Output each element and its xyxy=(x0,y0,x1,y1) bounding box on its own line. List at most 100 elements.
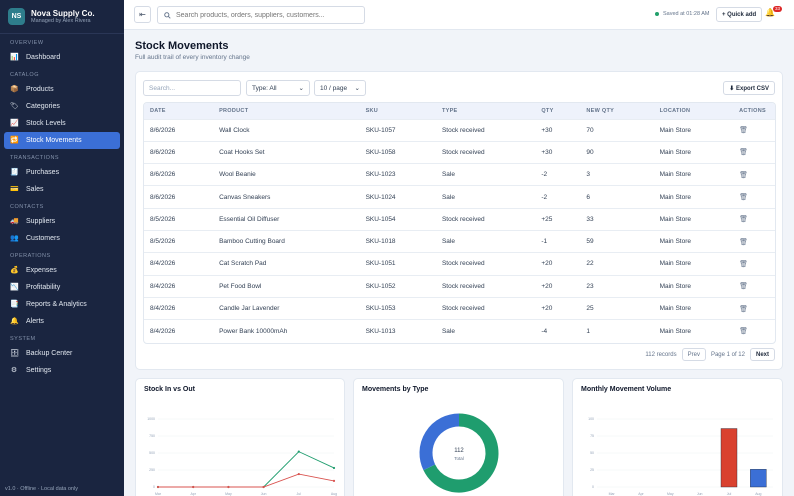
table-cell: +20 xyxy=(535,274,581,298)
nav-section-label: Transactions xyxy=(10,155,60,161)
brand-name: Nova Supply Co. xyxy=(31,8,95,18)
global-search-input[interactable] xyxy=(176,11,356,19)
table-cell: SKU-1053 xyxy=(359,296,436,320)
table-cell: -2 xyxy=(535,163,581,186)
tag-icon: 🏷 xyxy=(10,102,19,110)
status-dot xyxy=(655,12,659,16)
data-point-out xyxy=(156,485,160,489)
next-page-button[interactable]: Next xyxy=(749,348,775,361)
table-cell: +30 xyxy=(535,140,581,164)
search-icon xyxy=(164,11,171,19)
table-cell: Stock received xyxy=(435,252,536,276)
delete-trash-icon[interactable]: 🗑 xyxy=(739,260,748,268)
table-cell: SKU-1023 xyxy=(359,163,436,186)
sidebar-item-label: Stock Levels xyxy=(26,120,66,127)
x-tick-label: May xyxy=(667,492,674,496)
sidebar-item-reports-analytics[interactable]: 📑 Reports & Analytics xyxy=(4,296,120,313)
sidebar-item-profitability[interactable]: 📉 Profitability xyxy=(4,279,120,296)
y-tick-label: 1000 xyxy=(147,417,155,421)
table-cell: Power Bank 10000mAh xyxy=(213,319,360,342)
nav-section-label: System xyxy=(10,336,36,342)
sidebar-item-products[interactable]: 📦 Products xyxy=(4,81,120,98)
column-header-type: TYPE xyxy=(435,103,536,119)
table-cell: Coat Hooks Set xyxy=(213,140,360,164)
delete-trash-icon[interactable]: 🗑 xyxy=(739,238,748,246)
export-csv-button[interactable]: ⬇ Export CSV xyxy=(723,81,775,95)
data-point-out xyxy=(332,479,336,482)
table-cell: Pet Food Bowl xyxy=(213,274,360,298)
sidebar-item-label: Categories xyxy=(26,103,60,110)
x-tick-label: Jun xyxy=(261,492,267,496)
table-cell: Sale xyxy=(435,229,536,253)
sidebar-item-label: Sales xyxy=(26,186,44,193)
x-tick-label: Mar xyxy=(155,492,162,496)
delete-trash-icon[interactable]: 🗑 xyxy=(739,149,748,157)
delete-trash-icon[interactable]: 🗑 xyxy=(739,283,748,291)
chevron-down-icon: ⌄ xyxy=(354,85,360,92)
quick-add-button[interactable]: + Quick add xyxy=(716,7,763,22)
sidebar-item-label: Dashboard xyxy=(26,54,61,61)
sidebar-item-stock-movements[interactable]: 🔁 Stock Movements xyxy=(4,132,120,149)
sidebar-item-suppliers[interactable]: 🚚 Suppliers xyxy=(4,213,120,230)
data-point-out xyxy=(297,472,300,476)
table-row: 8/6/2026 Coat Hooks Set SKU-1058 Stock rece… xyxy=(144,140,775,164)
sidebar-item-stock-levels[interactable]: 📈 Stock Levels xyxy=(4,115,120,132)
table-cell: 8/4/2026 xyxy=(144,274,214,298)
y-tick-label: 750 xyxy=(149,434,155,438)
sidebar-item-backup-center[interactable]: 🗄 Backup Center xyxy=(4,345,120,362)
report-icon: 📑 xyxy=(10,300,19,308)
actions-cell: 🗑 xyxy=(733,118,775,142)
delete-trash-icon[interactable]: 🗑 xyxy=(739,194,748,202)
table-search-input[interactable]: Search... xyxy=(143,80,241,96)
sidebar-item-expenses[interactable]: 💰 Expenses xyxy=(4,262,120,279)
table-cell: +30 xyxy=(535,118,581,142)
page-size-select[interactable]: 10 / page ⌄ xyxy=(314,80,366,96)
table-cell: Wool Beanie xyxy=(213,163,360,186)
prev-page-button[interactable]: Prev xyxy=(681,348,706,361)
table-cell: Main Store xyxy=(653,229,734,253)
sidebar-item-label: Expenses xyxy=(26,267,57,274)
table-row: 8/6/2026 Canvas Sneakers SKU-1024 Sale -2 6 Ma… xyxy=(144,185,775,209)
box-icon: 📦 xyxy=(10,85,19,93)
x-tick-label: Jun xyxy=(697,492,703,496)
delete-trash-icon[interactable]: 🗑 xyxy=(739,127,748,135)
sidebar-item-dashboard[interactable]: 📊 Dashboard xyxy=(4,49,120,66)
type-filter-select[interactable]: Type: All ⌄ xyxy=(246,80,310,96)
collapse-sidebar-button[interactable]: ⇤ xyxy=(134,6,151,23)
table-cell: Stock received xyxy=(435,296,536,320)
chart-line-icon: 📈 xyxy=(10,119,19,127)
sidebar-item-alerts[interactable]: 🔔 Alerts xyxy=(4,313,120,330)
delete-trash-icon[interactable]: 🗑 xyxy=(739,305,748,313)
y-tick-label: 100 xyxy=(588,417,594,421)
page-subtitle: Full audit trail of every inventory chan… xyxy=(135,54,250,61)
x-tick-label: Aug xyxy=(331,492,337,496)
notifications-bell-icon[interactable]: 🔔 xyxy=(765,8,775,17)
table-cell: 22 xyxy=(580,252,654,276)
data-point-in xyxy=(297,450,300,453)
sidebar-item-label: Profitability xyxy=(26,284,61,291)
sidebar-item-categories[interactable]: 🏷 Categories xyxy=(4,98,120,115)
delete-trash-icon[interactable]: 🗑 xyxy=(739,216,748,224)
global-search[interactable] xyxy=(157,6,365,24)
donut-slice xyxy=(423,413,499,493)
sidebar-item-label: Stock Movements xyxy=(26,137,82,144)
table-cell: 70 xyxy=(580,118,654,142)
table-body: 8/6/2026 Wall Clock SKU-1057 Stock received… xyxy=(144,118,775,342)
x-tick-label: Jul xyxy=(297,492,302,496)
sidebar-item-purchases[interactable]: 🧾 Purchases xyxy=(4,164,120,181)
sidebar-item-sales[interactable]: 💳 Sales xyxy=(4,181,120,198)
sidebar-item-settings[interactable]: ⚙ Settings xyxy=(4,362,120,379)
table-cell: 6 xyxy=(580,185,654,209)
table-cell: 8/5/2026 xyxy=(144,229,214,253)
delete-trash-icon[interactable]: 🗑 xyxy=(739,328,748,336)
sidebar-nav: Overview 📊 Dashboard Catalog 📦 Products 🏷 Categ… xyxy=(0,38,124,379)
chevron-down-icon: ⌄ xyxy=(298,85,304,92)
table-cell: 8/4/2026 xyxy=(144,252,214,276)
column-header-date: DATE xyxy=(144,103,214,119)
delete-trash-icon[interactable]: 🗑 xyxy=(739,171,748,179)
sidebar-item-customers[interactable]: 👥 Customers xyxy=(4,230,120,247)
donut-slice xyxy=(419,413,460,471)
table-cell: SKU-1024 xyxy=(359,185,436,209)
table-row: 8/6/2026 Wall Clock SKU-1057 Stock received… xyxy=(144,118,775,142)
arrow-left-icon: ⇤ xyxy=(139,10,146,19)
